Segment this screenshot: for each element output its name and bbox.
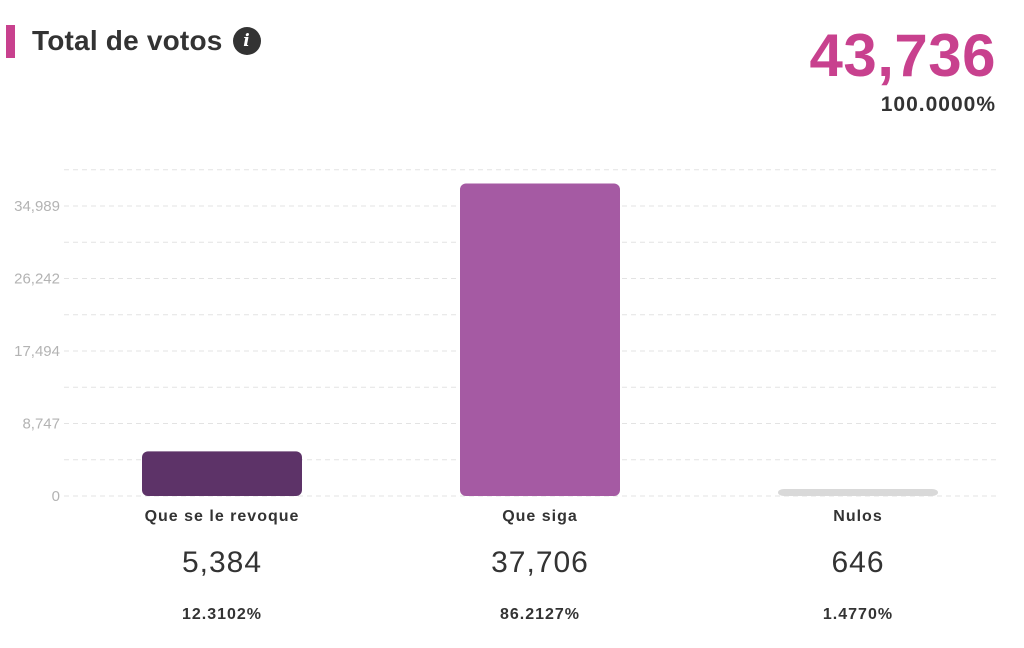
category-label: Que se le revoque bbox=[144, 508, 300, 525]
total-votes: 43,736 bbox=[809, 22, 996, 89]
category-label: Nulos bbox=[833, 508, 883, 525]
info-icon[interactable]: i bbox=[232, 27, 261, 55]
category-value: 646 bbox=[831, 546, 885, 579]
total-percentage: 100.0000% bbox=[880, 93, 996, 116]
bar[interactable] bbox=[142, 451, 302, 496]
y-tick-label: 17,494 bbox=[14, 343, 60, 360]
bar[interactable] bbox=[460, 183, 620, 496]
title-accent-bar bbox=[6, 24, 15, 58]
category-label: Que siga bbox=[502, 508, 578, 525]
y-tick-label: 34,989 bbox=[14, 198, 60, 215]
y-tick-label: 0 bbox=[52, 488, 60, 505]
category-percentage: 86.2127% bbox=[499, 606, 581, 623]
chart-title: Total de votos bbox=[32, 25, 223, 56]
chart-header: Total de votos i bbox=[6, 22, 261, 60]
category-percentage: 12.3102% bbox=[181, 606, 263, 623]
bar[interactable] bbox=[778, 489, 938, 496]
category-percentage: 1.4770% bbox=[822, 606, 894, 623]
y-tick-label: 26,242 bbox=[14, 270, 60, 287]
category-value: 37,706 bbox=[491, 546, 589, 579]
category-value: 5,384 bbox=[181, 546, 263, 579]
y-tick-label: 8,747 bbox=[22, 416, 60, 433]
